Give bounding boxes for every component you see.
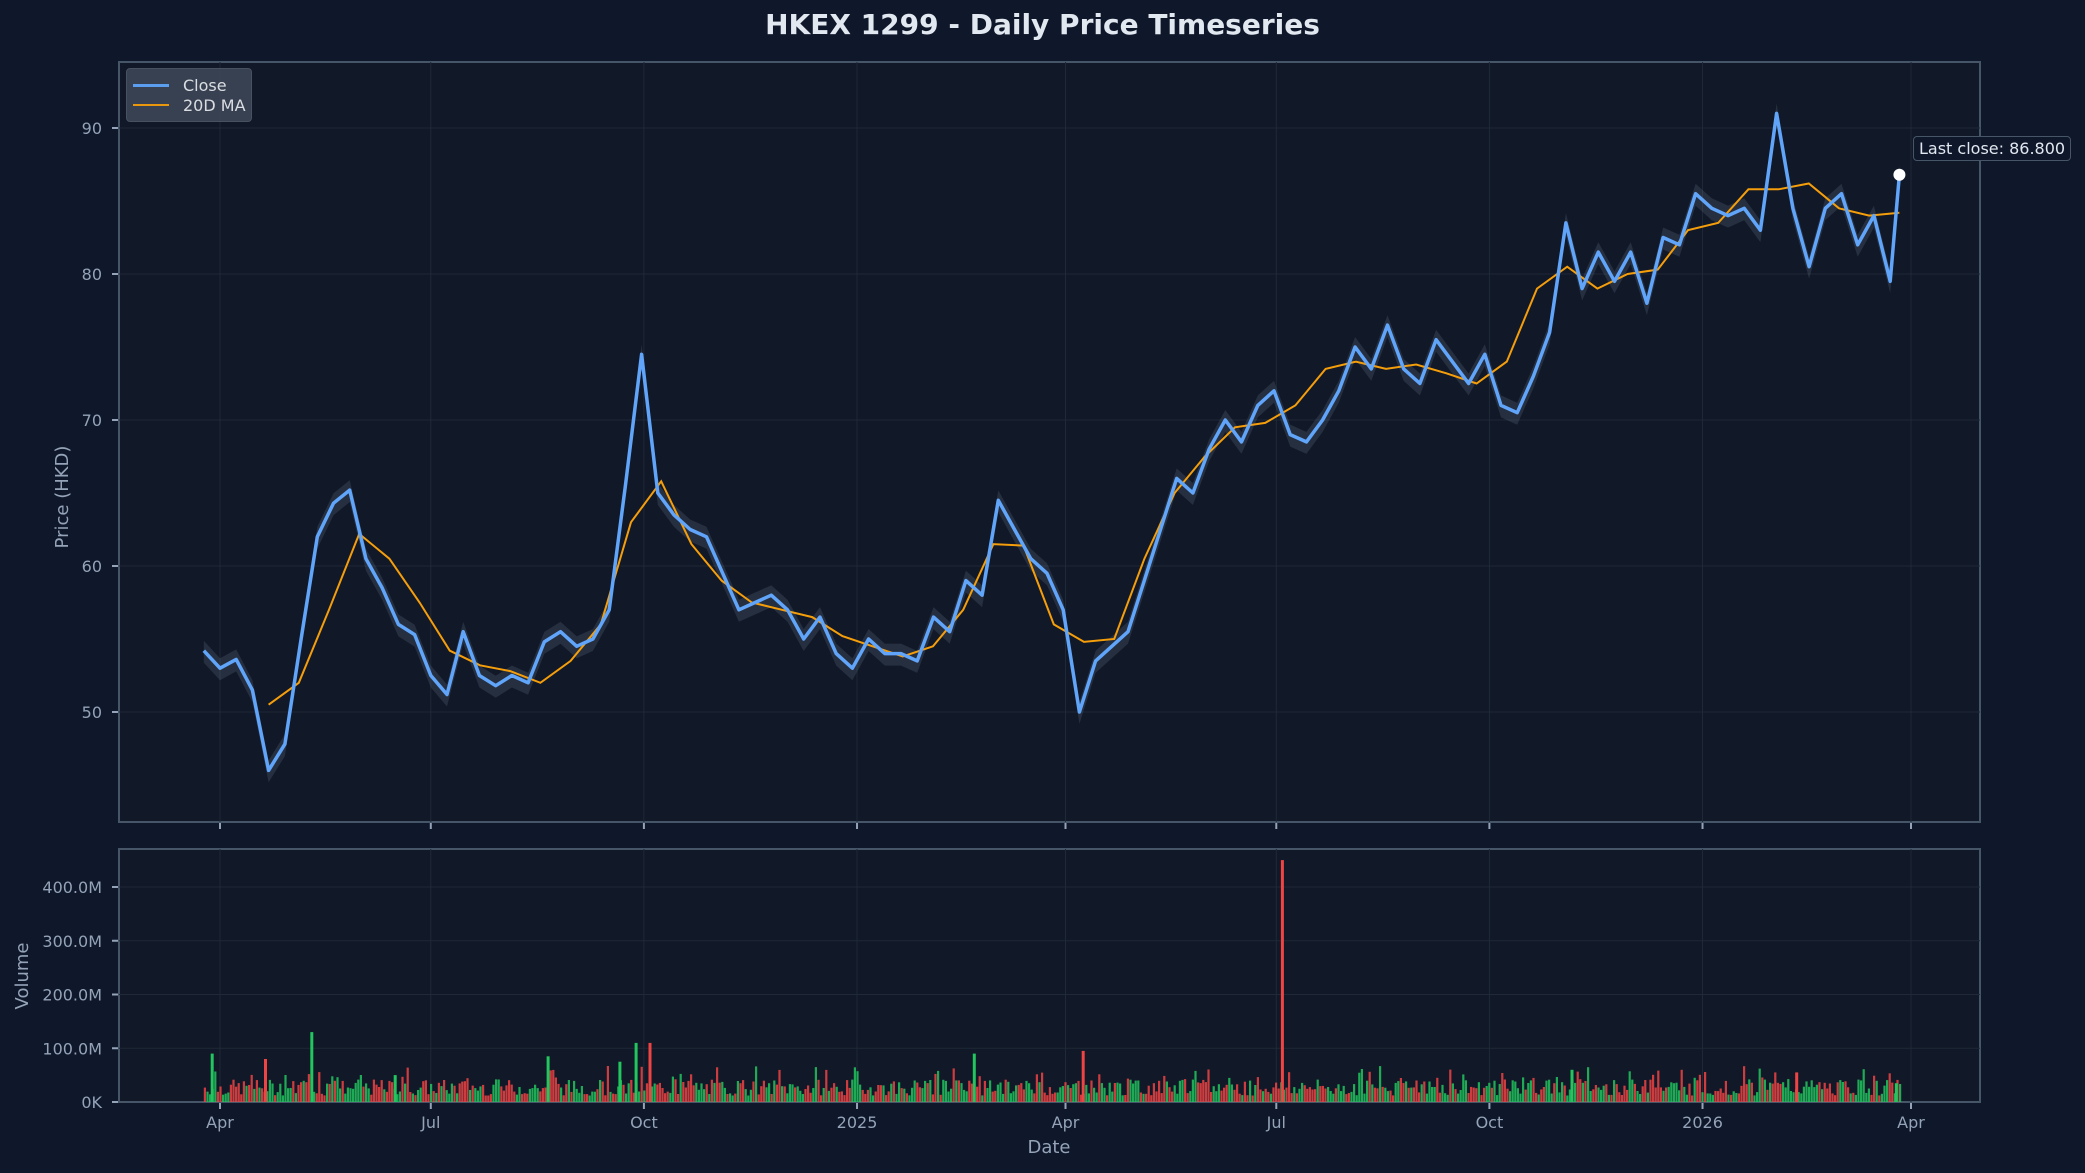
x-tick-label: Apr [1897,1113,1925,1132]
x-tick-label: Jul [420,1113,440,1132]
x-tick-label: 2026 [1682,1113,1723,1132]
volume-bar [648,1042,652,1102]
volume-y-axis-title: Volume [12,943,33,1010]
x-tick-label: Oct [630,1113,658,1132]
volume-tick-label: 200.0M [42,986,102,1005]
price-tick-label: 80 [82,265,102,284]
legend-item-close: Close [133,75,227,95]
volume-panel [118,848,1981,1103]
price-tick-label: 70 [82,411,102,430]
volume-y-axis: 400.0M 300.0M 200.0M 100.0M 0K [42,878,118,1112]
x-tick-label: Jul [1266,1113,1286,1132]
close-swatch-icon [133,83,169,87]
volume-bar [1795,1072,1799,1102]
x-tick-label: Apr [206,1113,234,1132]
price-y-axis: 90 80 70 60 50 [82,119,118,722]
price-panel [118,61,1981,823]
volume-bar [634,1042,638,1102]
ma-20d-line [268,182,1900,706]
volume-bar [546,1056,550,1102]
x-tick-label: Apr [1052,1113,1080,1132]
x-tick-label: Oct [1476,1113,1504,1132]
volume-bar [1280,860,1284,1102]
volume-bar [393,1075,397,1102]
price-tick-label: 50 [82,703,102,722]
date-x-axis: Apr Jul Oct 2025 Apr Jul Oct 2026 Apr [206,823,1925,1132]
volume-bar [310,1032,314,1102]
volume-gridlines [119,849,1980,1102]
volume-tick-label: 300.0M [42,932,102,951]
volume-bar [210,1053,214,1102]
volume-bar [618,1061,622,1102]
chart-title: HKEX 1299 - Daily Price Timeseries [765,8,1320,41]
volume-bars [203,860,1902,1103]
close-price-line [202,111,1902,773]
price-gridlines [119,62,1980,822]
volume-tick-label: 100.0M [42,1039,102,1058]
x-axis-title: Date [1027,1137,1070,1158]
ma-swatch-icon [133,104,169,106]
legend-item-ma: 20D MA [133,95,246,115]
volume-bar [264,1059,267,1102]
price-y-axis-title: Price (HKD) [52,446,73,549]
volume-bar [1894,1083,1898,1102]
legend-ma-label: 20D MA [183,95,246,115]
price-tick-label: 60 [82,557,102,576]
volume-bar [1570,1069,1574,1103]
last-close-annotation: Last close: 86.800 [1913,136,2072,161]
volume-bar [972,1053,976,1102]
last-close-marker [1893,168,1906,181]
price-tick-label: 90 [82,119,102,138]
volume-tick-label: 400.0M [42,878,102,897]
volume-bar [1081,1050,1085,1102]
legend-close-label: Close [183,75,227,95]
x-tick-label: 2025 [837,1113,878,1132]
legend: Close 20D MA [126,68,252,122]
volume-tick-label: 0K [81,1093,102,1112]
